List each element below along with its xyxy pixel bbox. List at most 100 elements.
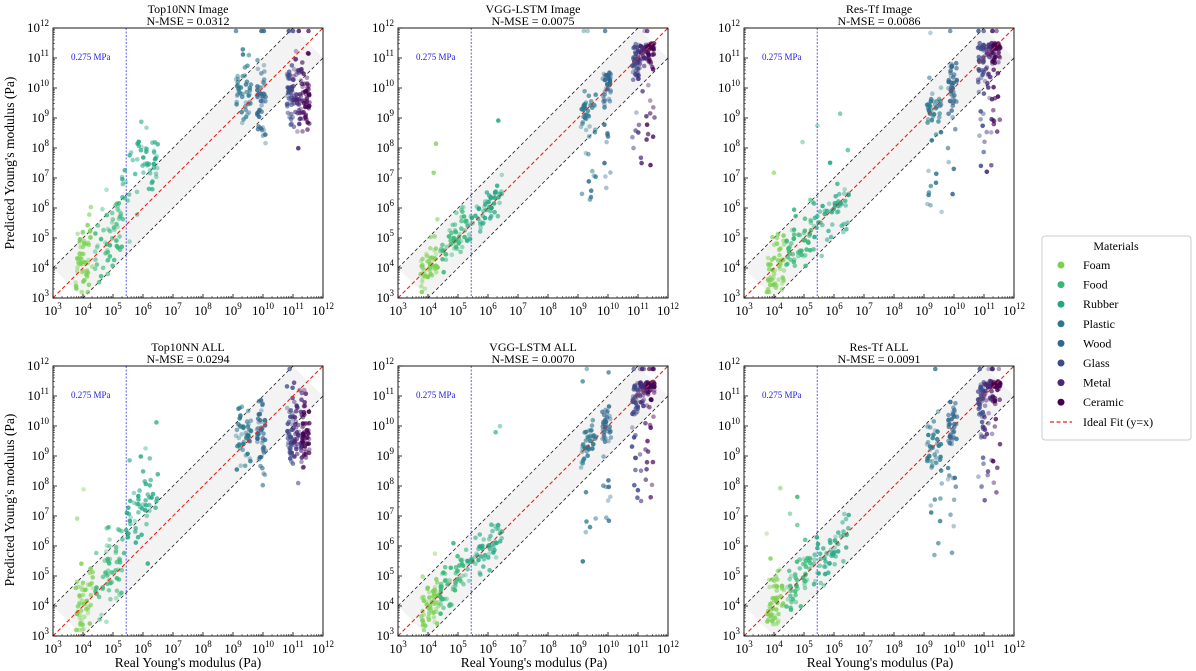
y-tick-label: 109	[377, 108, 395, 125]
point-food	[799, 248, 804, 254]
point-plastic	[590, 417, 596, 423]
point-food	[107, 544, 112, 549]
y-tick-base: 10	[377, 538, 390, 553]
point-metal	[984, 46, 989, 52]
x-tick-exponent: 4	[432, 301, 437, 311]
y-tick-exponent: 3	[736, 626, 741, 636]
point-ceramic	[650, 52, 655, 57]
x-tick-label: 1011	[627, 639, 649, 656]
x-tick-label: 109	[224, 301, 242, 318]
point-metal	[298, 445, 304, 450]
y-tick-base: 10	[27, 358, 40, 373]
point-foam	[779, 586, 785, 591]
y-tick-exponent: 12	[385, 18, 394, 28]
point-foam	[781, 233, 786, 238]
point-food	[789, 241, 794, 246]
point-ceramic	[648, 425, 653, 431]
point-rubber	[120, 537, 125, 542]
point-foam	[76, 254, 82, 260]
y-tick-base: 10	[377, 568, 390, 583]
point-plastic	[580, 442, 586, 447]
point-food	[114, 243, 120, 249]
point-wood	[608, 75, 613, 80]
point-wood	[949, 550, 955, 556]
y-tick-label: 107	[32, 506, 50, 523]
point-plastic	[586, 134, 592, 139]
point-wood	[258, 398, 264, 403]
point-ceramic	[302, 403, 308, 409]
point-rubber	[481, 564, 486, 569]
point-rubber	[146, 161, 152, 167]
point-rubber	[147, 456, 153, 461]
point-ceramic	[648, 162, 653, 168]
point-plastic	[234, 83, 240, 89]
point-glass	[976, 28, 981, 34]
point-rubber	[827, 537, 833, 543]
point-plastic	[926, 168, 931, 174]
point-foam	[767, 279, 772, 284]
y-tick-label: 106	[723, 536, 741, 553]
point-food	[93, 257, 98, 262]
point-wood	[261, 450, 267, 455]
x-tick-label: 1012	[1003, 639, 1025, 656]
ideal-fit-line	[744, 366, 1014, 636]
point-wood	[256, 109, 262, 114]
point-metal	[986, 421, 991, 426]
point-plastic	[248, 418, 254, 424]
x-tick-label: 103	[389, 639, 407, 656]
point-rubber	[827, 160, 833, 166]
point-food	[112, 203, 118, 209]
point-glass	[976, 58, 982, 63]
point-ceramic	[647, 404, 652, 410]
point-wood	[950, 115, 955, 120]
point-rubber	[843, 516, 849, 522]
point-food	[105, 271, 111, 277]
point-food	[115, 224, 120, 230]
point-rubber	[150, 491, 156, 497]
band-upper-line	[744, 366, 985, 607]
point-food	[444, 244, 450, 250]
point-rubber	[829, 210, 835, 215]
point-rubber	[148, 477, 153, 483]
point-rubber	[135, 157, 140, 162]
point-rubber	[846, 512, 851, 518]
point-food	[784, 239, 790, 245]
point-food	[119, 567, 125, 573]
y-tick-base: 10	[723, 290, 736, 305]
point-plastic	[933, 132, 939, 137]
point-metal	[638, 43, 643, 49]
point-ceramic	[303, 115, 308, 120]
point-wood	[607, 70, 612, 76]
x-tick-exponent: 5	[117, 301, 122, 311]
point-rubber	[132, 518, 138, 524]
point-foam	[85, 610, 91, 616]
y-tick-base: 10	[372, 358, 385, 373]
x-tick-exponent: 3	[402, 639, 407, 649]
point-foam	[776, 611, 781, 617]
point-wood	[255, 57, 260, 63]
point-food	[96, 279, 102, 285]
x-tick-exponent: 9	[237, 301, 242, 311]
point-ceramic	[305, 120, 311, 125]
point-plastic	[591, 433, 596, 439]
y-tick-base: 10	[723, 598, 736, 613]
point-wood	[608, 494, 613, 500]
point-ceramic	[996, 53, 1002, 59]
point-wood	[948, 91, 954, 97]
point-plastic	[937, 518, 943, 524]
point-rubber	[147, 483, 153, 488]
point-food	[808, 197, 813, 203]
point-ceramic	[644, 122, 650, 127]
point-glass	[631, 366, 636, 372]
point-rubber	[832, 562, 837, 567]
point-foam	[765, 287, 771, 292]
point-wood	[952, 475, 958, 481]
point-plastic	[582, 106, 588, 111]
y-tick-label: 103	[723, 288, 741, 305]
point-rubber	[811, 582, 817, 587]
y-tick-base: 10	[372, 50, 385, 65]
x-tick-label: 1012	[657, 639, 679, 656]
point-ceramic	[996, 60, 1001, 65]
y-tick-base: 10	[723, 628, 736, 643]
